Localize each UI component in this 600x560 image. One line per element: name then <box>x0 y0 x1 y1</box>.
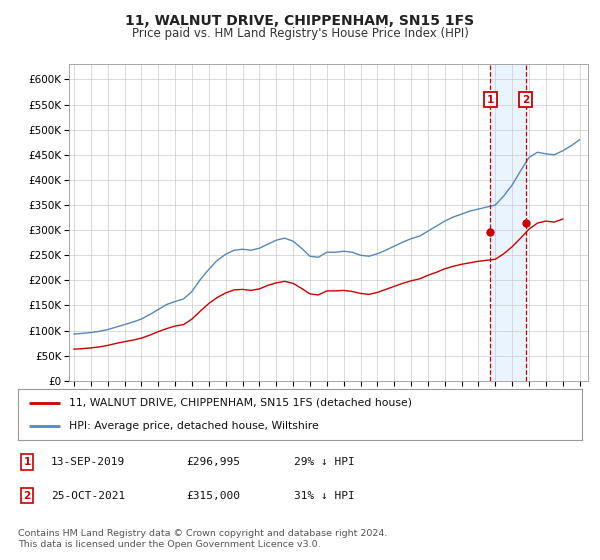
Text: £296,995: £296,995 <box>186 457 240 467</box>
Text: 2: 2 <box>23 491 31 501</box>
Text: 13-SEP-2019: 13-SEP-2019 <box>51 457 125 467</box>
Text: 11, WALNUT DRIVE, CHIPPENHAM, SN15 1FS: 11, WALNUT DRIVE, CHIPPENHAM, SN15 1FS <box>125 14 475 28</box>
Bar <box>490 64 526 381</box>
Text: Price paid vs. HM Land Registry's House Price Index (HPI): Price paid vs. HM Land Registry's House … <box>131 27 469 40</box>
Text: 1: 1 <box>487 95 494 105</box>
Text: 31% ↓ HPI: 31% ↓ HPI <box>294 491 355 501</box>
Text: £315,000: £315,000 <box>186 491 240 501</box>
Text: 25-OCT-2021: 25-OCT-2021 <box>51 491 125 501</box>
Text: 2: 2 <box>522 95 529 105</box>
Text: 1: 1 <box>23 457 31 467</box>
Text: HPI: Average price, detached house, Wiltshire: HPI: Average price, detached house, Wilt… <box>69 421 319 431</box>
Text: 11, WALNUT DRIVE, CHIPPENHAM, SN15 1FS (detached house): 11, WALNUT DRIVE, CHIPPENHAM, SN15 1FS (… <box>69 398 412 408</box>
Text: 29% ↓ HPI: 29% ↓ HPI <box>294 457 355 467</box>
Text: Contains HM Land Registry data © Crown copyright and database right 2024.
This d: Contains HM Land Registry data © Crown c… <box>18 529 388 549</box>
